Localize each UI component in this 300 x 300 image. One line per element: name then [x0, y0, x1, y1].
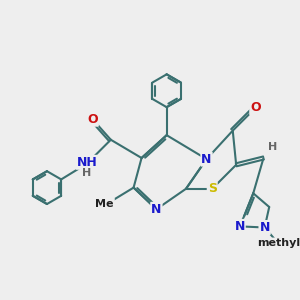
Text: NH: NH — [76, 156, 97, 169]
Text: O: O — [87, 113, 98, 126]
Text: N: N — [234, 220, 245, 233]
Text: N: N — [151, 203, 162, 216]
Text: methyl: methyl — [257, 238, 300, 248]
Text: S: S — [208, 182, 217, 195]
Text: H: H — [268, 142, 277, 152]
Text: H: H — [82, 168, 92, 178]
Text: N: N — [201, 153, 212, 166]
Text: N: N — [260, 221, 270, 234]
Text: O: O — [250, 101, 261, 114]
Text: Me: Me — [95, 199, 114, 208]
